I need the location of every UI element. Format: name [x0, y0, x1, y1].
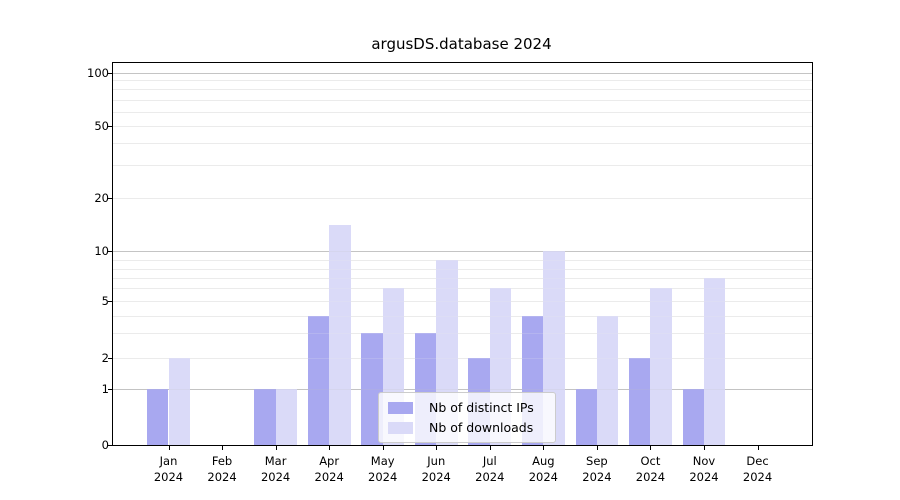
y-tick-label: 2: [101, 351, 109, 365]
major-gridline: [113, 73, 812, 74]
x-tick-mark: [757, 445, 759, 450]
x-tick-label: Nov 2024: [689, 454, 719, 484]
major-gridline: [113, 198, 812, 199]
minor-gridline: [113, 112, 812, 113]
y-tick-label: 20: [94, 191, 109, 205]
x-tick-label: Apr 2024: [314, 454, 344, 484]
minor-gridline: [113, 80, 812, 81]
bar-distinct-ips-sep: [575, 389, 597, 445]
bar-downloads-sep: [596, 316, 619, 445]
x-tick-label: Mar 2024: [260, 454, 291, 484]
x-tick-label: Dec 2024: [742, 454, 773, 484]
minor-gridline: [113, 333, 812, 334]
major-gridline: [113, 358, 812, 359]
x-tick-label: Aug 2024: [528, 454, 558, 484]
bar-distinct-ips-nov: [682, 389, 704, 445]
bars-layer: [113, 63, 812, 445]
minor-gridline: [113, 143, 812, 144]
x-tick-mark: [596, 445, 598, 450]
gridlines-layer: [113, 63, 812, 445]
y-tick-label: 50: [94, 119, 109, 133]
x-tick-mark: [329, 445, 331, 450]
minor-gridline: [113, 316, 812, 317]
bar-distinct-ips-apr: [307, 316, 330, 445]
bar-distinct-ips-may: [361, 333, 383, 445]
bar-downloads-apr: [329, 225, 351, 445]
minor-gridline: [113, 89, 812, 90]
minor-gridline: [113, 269, 812, 270]
legend-item-distinct-ips: Nb of distinct IPs: [388, 400, 546, 415]
axis-ticks-layer: 0 1 2 5 10 20 50 100 Jan 2024 Feb 2024 Mar 2024 Apr 202…: [87, 63, 812, 484]
minor-gridline: [113, 165, 812, 166]
x-tick-mark: [704, 445, 705, 450]
x-tick-label: Feb 2024: [207, 454, 237, 484]
legend-label-downloads: Nb of downloads: [429, 420, 534, 435]
bar-downloads-nov: [704, 278, 726, 445]
major-gridline: [113, 126, 812, 127]
bar-downloads-mar: [275, 389, 297, 445]
minor-gridline: [113, 288, 812, 289]
y-tick-label: 1: [101, 382, 109, 396]
legend-swatch-downloads: [388, 421, 413, 434]
minor-gridline: [113, 100, 812, 101]
y-tick-label: 5: [101, 294, 109, 308]
bar-distinct-ips-oct: [629, 358, 651, 445]
minor-gridline: [113, 278, 812, 279]
x-tick-mark: [168, 445, 170, 450]
y-tick-mark: [108, 198, 112, 199]
x-tick-mark: [222, 445, 224, 450]
bar-downloads-oct: [650, 288, 672, 445]
y-tick-mark: [108, 301, 112, 302]
major-gridline: [113, 389, 812, 390]
x-tick-label: Sep 2024: [582, 454, 612, 484]
y-tick-mark: [108, 445, 112, 446]
y-tick-mark: [108, 73, 112, 74]
y-tick-mark: [108, 358, 112, 359]
bar-downloads-jan: [168, 358, 190, 445]
major-gridline: [113, 301, 812, 302]
x-tick-mark: [436, 445, 438, 450]
x-tick-label: Oct 2024: [635, 454, 666, 484]
x-tick-label: May 2024: [368, 454, 398, 484]
y-tick-label: 100: [87, 66, 109, 80]
y-tick-label: 10: [94, 244, 109, 258]
minor-gridline: [113, 260, 812, 261]
bar-distinct-ips-jan: [147, 389, 169, 445]
x-tick-label: Jul 2024: [475, 454, 505, 484]
y-tick-label: 0: [101, 438, 109, 452]
x-tick-label: Jun 2024: [421, 454, 451, 484]
x-tick-mark: [650, 445, 652, 450]
bar-distinct-ips-mar: [254, 389, 276, 445]
legend: Nb of distinct IPs Nb of downloads: [378, 392, 556, 443]
major-gridline: [113, 251, 812, 252]
y-tick-mark: [108, 126, 112, 127]
x-tick-mark: [382, 445, 384, 450]
plot-area: 0 1 2 5 10 20 50 100 Jan 2024 Feb 2024 Mar 2024 Apr 202…: [87, 62, 813, 484]
chart-title: argusDS.database 2024: [371, 35, 552, 53]
x-tick-mark: [543, 445, 545, 450]
x-tick-mark: [275, 445, 277, 450]
legend-item-downloads: Nb of downloads: [388, 420, 546, 435]
x-tick-mark: [489, 445, 491, 450]
y-tick-mark: [108, 389, 112, 390]
legend-swatch-distinct-ips: [388, 401, 413, 414]
x-tick-label: Jan 2024: [153, 454, 184, 484]
legend-label-distinct-ips: Nb of distinct IPs: [429, 400, 534, 415]
y-tick-mark: [108, 251, 112, 252]
